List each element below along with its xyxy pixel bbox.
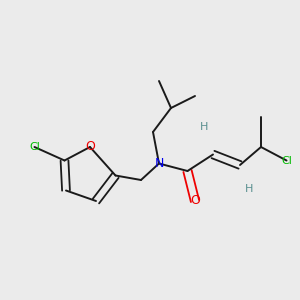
Text: H: H [245,184,253,194]
Text: O: O [85,140,95,154]
Text: H: H [200,122,208,133]
Text: O: O [190,194,200,208]
Text: Cl: Cl [29,142,40,152]
Text: Cl: Cl [281,155,292,166]
Text: N: N [154,157,164,170]
